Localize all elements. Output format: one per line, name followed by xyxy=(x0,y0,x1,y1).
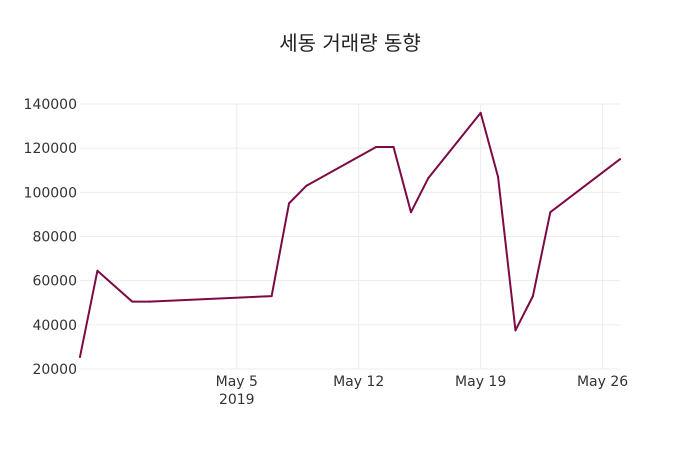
data-point xyxy=(514,329,517,332)
data-point xyxy=(148,300,151,303)
x-tick-label: May 5 xyxy=(216,374,258,390)
axes: 20000 40000 60000 80000 100000 120000 140000 Ma… xyxy=(24,97,629,408)
x-tick-sublabel: 2019 xyxy=(219,392,255,408)
y-tick-label: 100000 xyxy=(24,185,77,201)
data-point xyxy=(427,176,430,179)
data-point xyxy=(531,295,534,298)
data-point xyxy=(270,295,273,298)
data-point xyxy=(479,111,482,114)
y-tick-label: 20000 xyxy=(32,362,77,378)
data-point xyxy=(619,158,621,161)
data-point xyxy=(305,184,308,187)
y-tick-label: 120000 xyxy=(24,141,77,157)
data-point xyxy=(392,146,395,149)
data-point xyxy=(288,202,291,205)
y-tick-label: 60000 xyxy=(32,274,77,290)
y-tick-label: 140000 xyxy=(24,97,77,113)
x-tick-label: May 12 xyxy=(333,374,384,390)
grid xyxy=(80,103,620,370)
y-tick-label: 40000 xyxy=(32,318,77,334)
y-tick-label: 80000 xyxy=(32,230,77,246)
data-point xyxy=(549,211,552,214)
data-point xyxy=(79,355,81,358)
data-point xyxy=(497,175,500,178)
chart-title: 세동 거래량 동향 xyxy=(279,31,421,55)
series-layer xyxy=(79,111,621,358)
x-tick-label: May 26 xyxy=(577,374,628,390)
series-line xyxy=(79,111,621,358)
data-point xyxy=(409,211,412,214)
data-point xyxy=(375,146,378,149)
x-tick-label: May 19 xyxy=(455,374,506,390)
data-point xyxy=(96,269,99,272)
data-point xyxy=(131,300,134,303)
